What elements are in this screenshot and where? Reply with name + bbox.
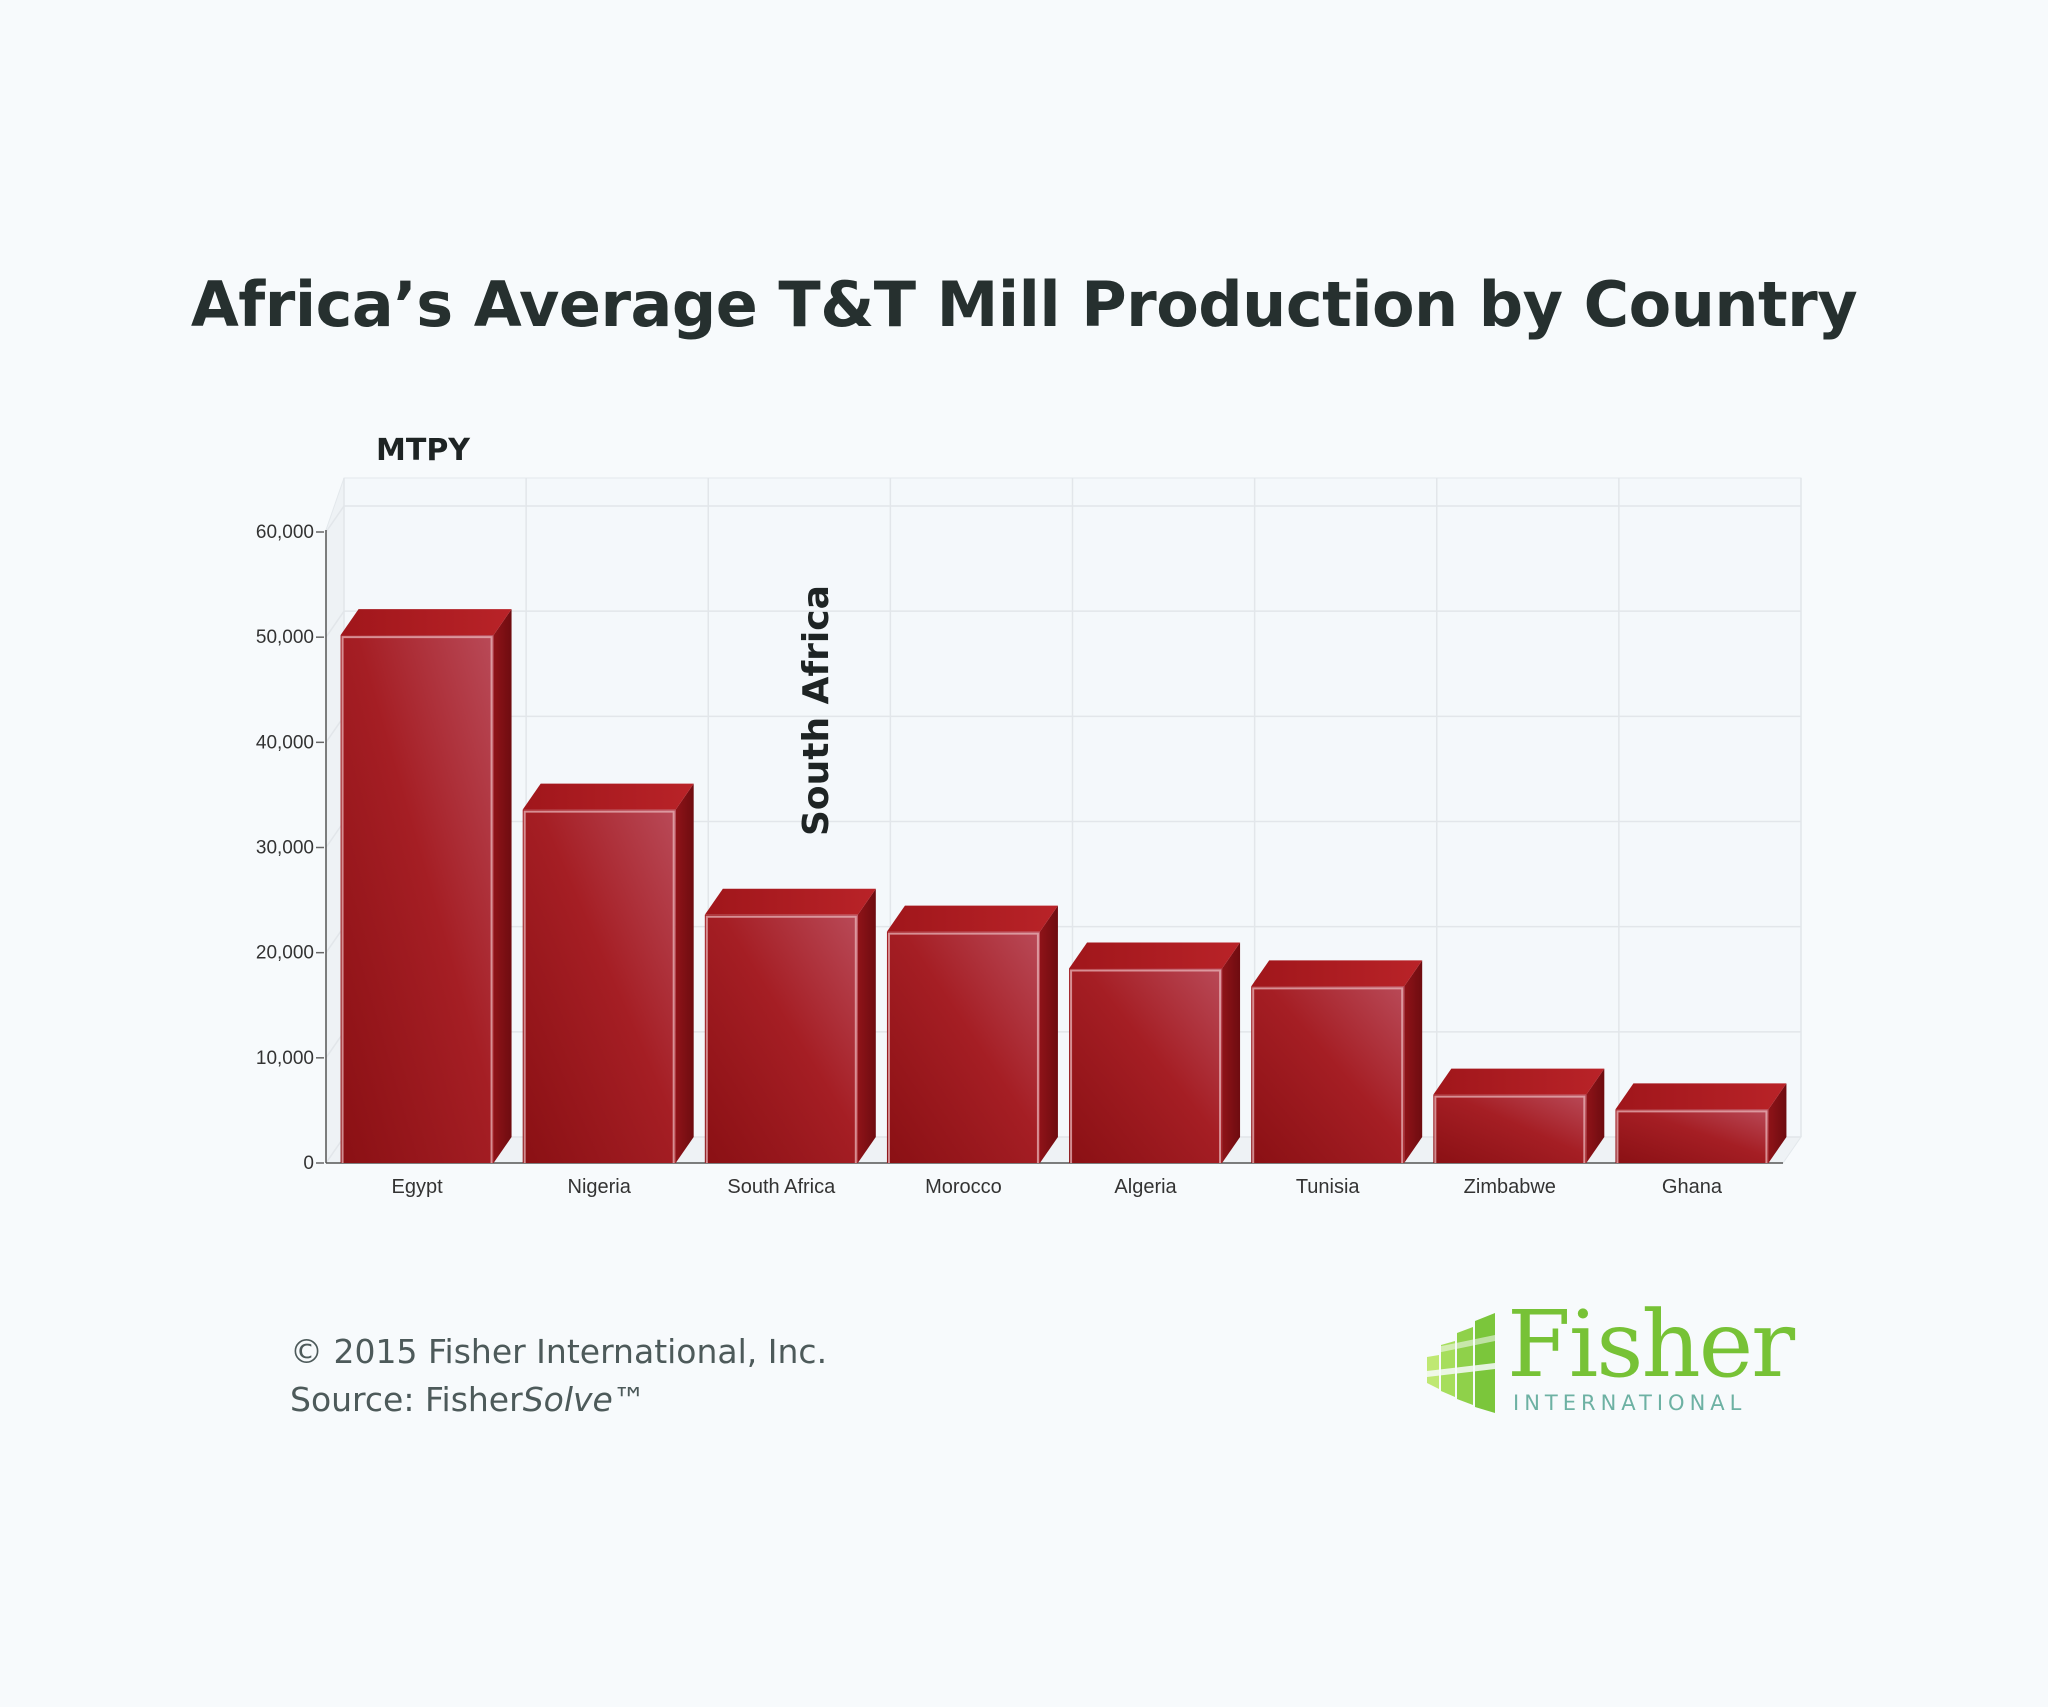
- bar-side: [1404, 960, 1423, 1163]
- x-axis-labels: Egypt Nigeria South Africa Morocco Algeria Tu…: [391, 1176, 1722, 1198]
- y-tick-label: 60,000: [256, 522, 314, 543]
- source-prefix: Source: Fisher: [290, 1380, 523, 1419]
- bar-highlight: [1616, 1110, 1768, 1163]
- bar-algeria: [1069, 942, 1241, 1163]
- y-tick-label: 0: [303, 1153, 314, 1174]
- x-tick-label: Tunisia: [1296, 1176, 1361, 1198]
- bar-morocco: [886, 905, 1058, 1163]
- bar-front: [522, 809, 676, 1163]
- bar-highlight: [1434, 1095, 1586, 1163]
- bar-nigeria: [522, 783, 694, 1163]
- bar-top: [1251, 960, 1423, 987]
- bar-top: [1433, 1068, 1605, 1095]
- bar-front: [1433, 1094, 1587, 1163]
- bar-ghana: [1615, 1083, 1787, 1163]
- y-tick-label: 20,000: [256, 943, 314, 964]
- bar-top: [1069, 942, 1241, 969]
- bar-egypt: [340, 609, 512, 1163]
- bar-side: [1222, 942, 1241, 1163]
- bar-top: [886, 905, 1058, 932]
- y-tick-label: 10,000: [256, 1048, 314, 1069]
- bars: [340, 609, 1787, 1163]
- bar-top: [704, 888, 876, 915]
- logo-subtitle: INTERNATIONAL: [1513, 1391, 1747, 1415]
- grid-line-side: [325, 505, 345, 533]
- x-tick-label: Ghana: [1662, 1176, 1723, 1198]
- bar-front: [1615, 1109, 1769, 1163]
- bar-side: [1586, 1068, 1605, 1163]
- source-text: Source: FisherSolve™: [290, 1376, 827, 1424]
- x-tick-label: Nigeria: [568, 1176, 632, 1198]
- bar-highlight: [341, 636, 493, 1163]
- bar-highlight: [705, 915, 857, 1163]
- x-tick-label: South Africa: [727, 1176, 836, 1198]
- bar-front: [886, 931, 1040, 1163]
- x-tick-label: Morocco: [925, 1176, 1002, 1198]
- x-tick-label: Algeria: [1114, 1176, 1177, 1198]
- copyright-text: © 2015 Fisher International, Inc.: [290, 1332, 828, 1371]
- bar-front: [1251, 986, 1405, 1163]
- y-tick-label: 30,000: [256, 838, 314, 859]
- bar-side: [1039, 905, 1058, 1163]
- source-italic: Solve: [522, 1380, 613, 1419]
- fisher-logo: Fisher INTERNATIONAL: [1425, 1291, 1795, 1425]
- footer-copyright: © 2015 Fisher International, Inc. Source…: [290, 1328, 827, 1424]
- x-tick-label: Egypt: [391, 1176, 443, 1198]
- y-axis-unit-label: MTPY: [376, 433, 471, 468]
- bar-side: [857, 888, 876, 1163]
- bar-highlight: [1252, 987, 1404, 1163]
- grid-line-side: [325, 610, 345, 638]
- page-title: Africa’s Average T&T Mill Production by …: [190, 268, 1858, 341]
- bar-top: [1615, 1083, 1787, 1110]
- bar-south-africa: [704, 888, 876, 1163]
- y-tick-label: 50,000: [256, 627, 314, 648]
- bar-front: [340, 635, 494, 1163]
- bar-front: [1069, 968, 1223, 1163]
- logo-wordmark: Fisher: [1507, 1291, 1795, 1398]
- bar-zimbabwe: [1433, 1068, 1605, 1163]
- bar-side: [1768, 1083, 1787, 1163]
- y-tick-label: 40,000: [256, 732, 314, 753]
- south-africa-annotation: South Africa: [796, 585, 837, 836]
- bar-side: [675, 783, 694, 1163]
- bar-highlight: [887, 932, 1039, 1163]
- bar-side: [493, 609, 512, 1163]
- bar-top: [340, 609, 512, 636]
- bar-top: [522, 783, 694, 810]
- source-tm: ™: [612, 1380, 646, 1419]
- x-tick-label: Zimbabwe: [1464, 1176, 1556, 1198]
- logo-mark-icon: [1427, 1313, 1495, 1413]
- bar-highlight: [523, 810, 675, 1163]
- bar-highlight: [1070, 969, 1222, 1163]
- bar-front: [704, 914, 858, 1163]
- bar-tunisia: [1251, 960, 1423, 1163]
